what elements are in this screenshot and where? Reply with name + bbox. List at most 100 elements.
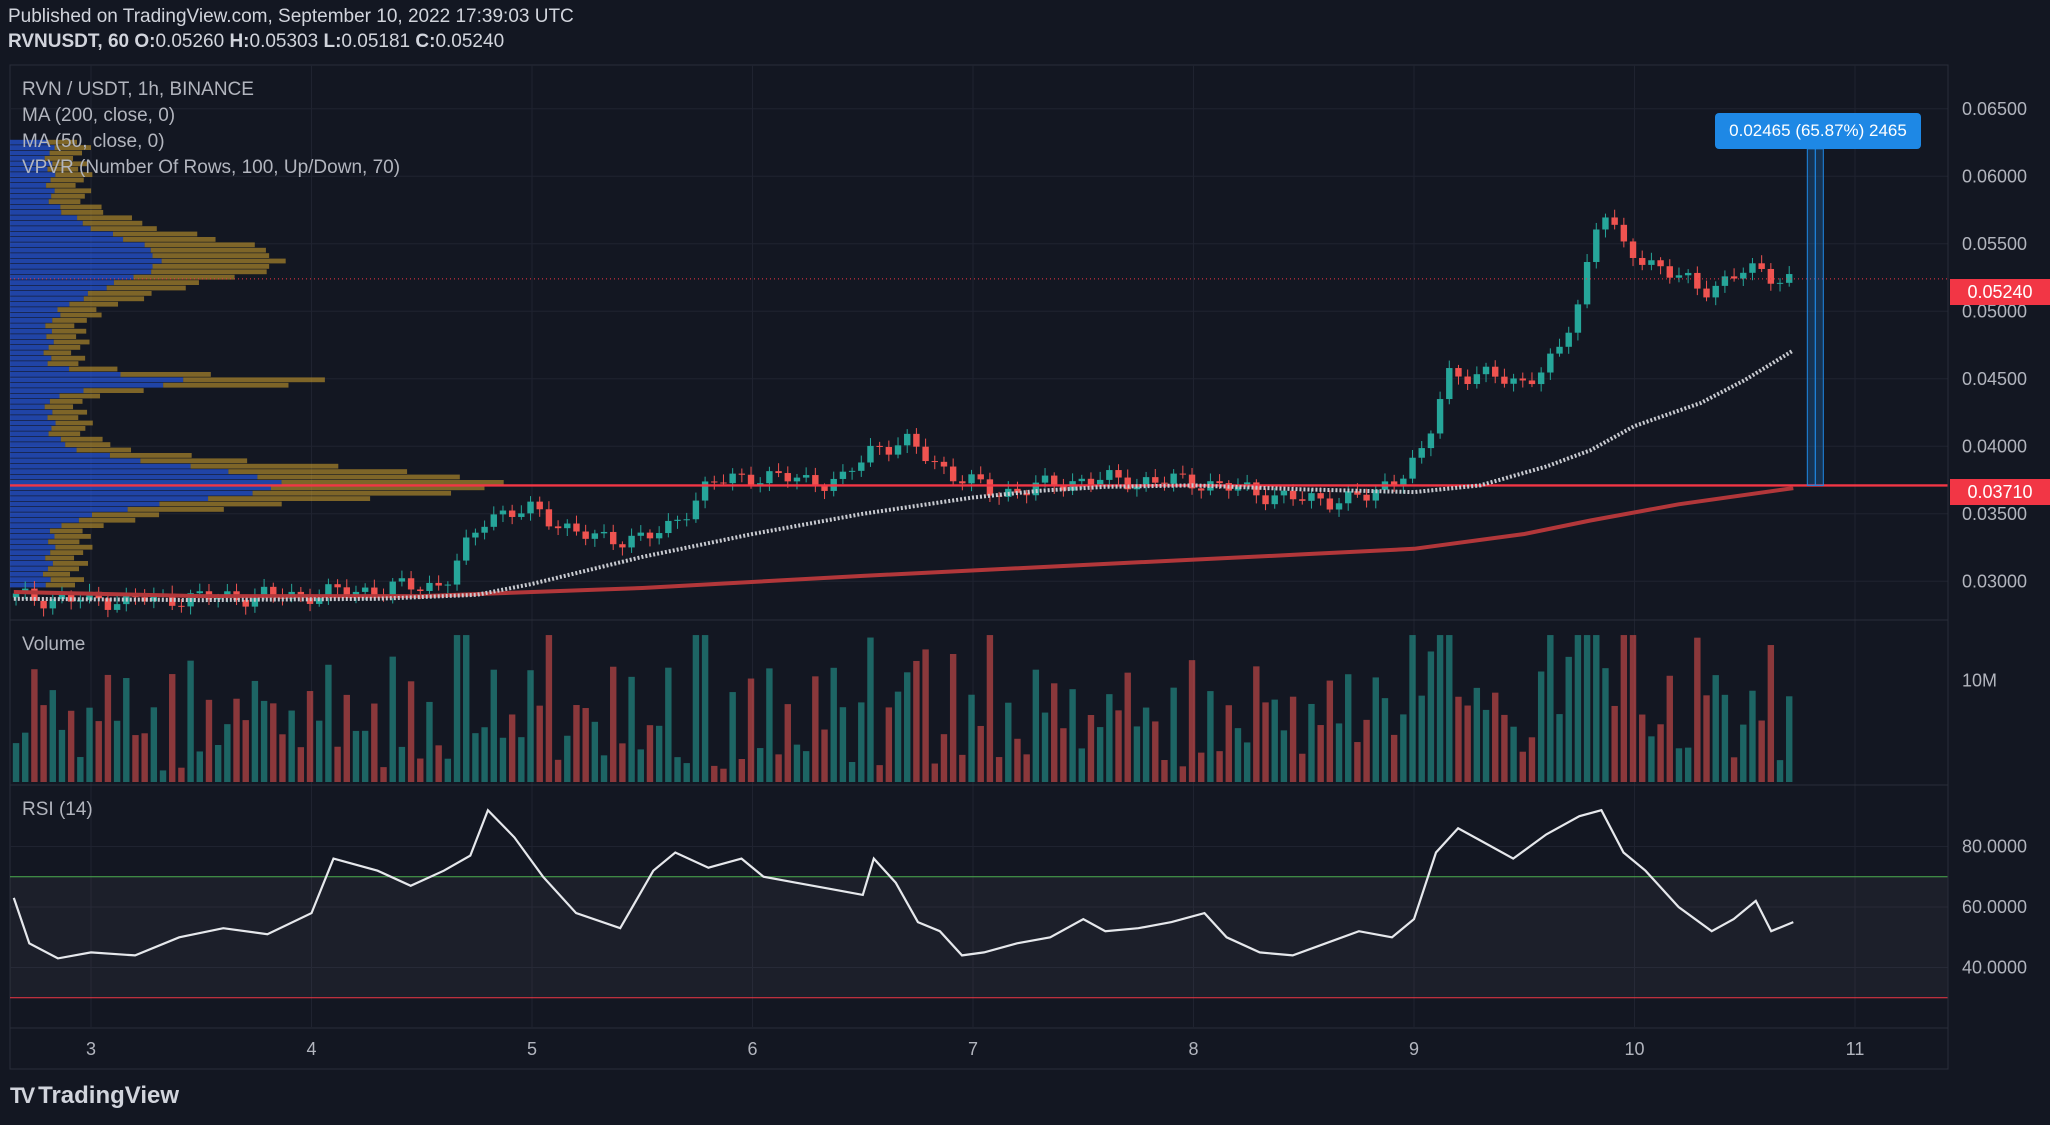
vpvr-row-down — [150, 247, 266, 253]
candle-body — [904, 433, 911, 446]
rsi-line — [12, 808, 1794, 960]
vpvr-row-up — [10, 550, 51, 555]
vpvr-row-up — [10, 561, 53, 566]
volume-bar — [499, 737, 507, 782]
volume-bar — [1253, 666, 1260, 782]
volume-bar — [380, 767, 387, 782]
candle-body — [564, 523, 571, 529]
candle-body — [1629, 241, 1637, 258]
rsi-tick-label: 40.0000 — [1962, 958, 2027, 978]
legend-pair[interactable]: RVN / USDT, 1h, BINANCE — [22, 79, 254, 100]
low-label: L: — [323, 31, 342, 52]
candle-body — [1142, 477, 1150, 485]
vpvr-row-down — [83, 388, 144, 393]
legend-ma200[interactable]: MA (200, close, 0) — [22, 105, 176, 126]
rsi-pane-title[interactable]: RSI (14) — [22, 799, 93, 820]
time-tick-label: 4 — [306, 1039, 316, 1059]
candle-body — [1216, 481, 1223, 484]
volume-bar — [683, 763, 690, 782]
candle-body — [959, 481, 966, 484]
vpvr-row-down — [45, 582, 76, 588]
volume-bars — [12, 635, 1793, 782]
vpvr-row-down — [69, 301, 119, 307]
vpvr-row-down — [87, 291, 152, 296]
volume-bar — [40, 705, 47, 782]
volume-bar — [628, 676, 635, 782]
volume-bar — [1786, 696, 1793, 782]
candle-body — [701, 481, 709, 501]
volume-bar — [1372, 677, 1379, 782]
vpvr-row-up — [10, 210, 62, 215]
volume-bar — [1639, 714, 1646, 782]
published-line: Published on TradingView.com, September … — [8, 6, 574, 27]
vpvr-row-down — [61, 210, 104, 215]
volume-bar — [619, 743, 626, 782]
candle-body — [1023, 492, 1030, 496]
volume-bar — [67, 710, 75, 782]
candle-body — [683, 519, 690, 521]
vpvr-row-down — [133, 274, 235, 280]
vpvr-row-up — [10, 269, 152, 275]
volume-bar — [1096, 727, 1104, 782]
vpvr-row-up — [10, 399, 50, 404]
volume-bar — [1620, 635, 1628, 782]
legend-vpvr[interactable]: VPVR (Number Of Rows, 100, Up/Down, 70) — [22, 157, 401, 178]
candle-body — [1492, 366, 1499, 377]
low-value: 0.05181 — [341, 31, 411, 52]
volume-bar — [1611, 705, 1618, 782]
level-price-tag: 0.03710 — [1950, 479, 2050, 505]
candle-body — [692, 500, 700, 520]
vpvr-row-down — [252, 490, 452, 496]
volume-bar — [288, 710, 295, 782]
volume-bar — [86, 707, 93, 782]
volume-bar — [1684, 747, 1692, 782]
ma50-line — [13, 348, 1795, 603]
volume-bar — [1014, 738, 1021, 782]
volume-bar — [1133, 726, 1141, 782]
time-tick-label: 3 — [86, 1039, 96, 1059]
vpvr-row-down — [55, 544, 93, 550]
vpvr-row-up — [10, 247, 151, 253]
candle-body — [1179, 473, 1187, 475]
vpvr-row-up — [10, 312, 61, 318]
ohlc-line: RVNUSDT, 60 O:0.05260 H:0.05303 L:0.0518… — [8, 31, 504, 53]
volume-bar — [1593, 635, 1600, 782]
volume-bar — [646, 725, 654, 782]
volume-bar — [757, 748, 764, 782]
volume-bar — [830, 667, 837, 782]
volume-bar — [205, 699, 213, 782]
open-label: O: — [134, 31, 156, 52]
measure-label[interactable]: 0.02465 (65.87%) 2465 — [1715, 113, 1921, 149]
vpvr-row-down — [52, 409, 88, 415]
candle-body — [1051, 475, 1058, 486]
vpvr-row-down — [51, 328, 87, 334]
vpvr-row-up — [10, 442, 66, 447]
volume-bar — [885, 707, 893, 782]
candle-body — [610, 531, 617, 545]
volume-bar — [564, 735, 571, 782]
ma200-line — [13, 486, 1794, 599]
volume-bar — [1124, 672, 1131, 782]
candle-body — [1446, 368, 1453, 400]
candle-body — [178, 605, 185, 607]
legend-ma50[interactable]: MA (50, close, 0) — [22, 131, 165, 152]
volume-pane-title[interactable]: Volume — [22, 634, 86, 655]
volume-bar — [1730, 757, 1738, 782]
vpvr-row-down — [77, 215, 132, 221]
candle-body — [169, 593, 176, 606]
candle-body — [1547, 353, 1554, 373]
candle-body — [1198, 488, 1205, 491]
volume-bar — [775, 754, 782, 782]
vpvr-row-up — [10, 512, 92, 518]
volume-bar — [31, 669, 38, 782]
volume-bar — [1446, 635, 1453, 782]
vpvr-row-down — [47, 166, 79, 172]
volume-bar — [1501, 714, 1508, 782]
candle-body — [931, 461, 938, 463]
volume-bar — [1179, 766, 1187, 782]
tradingview-logo[interactable]: TV TradingView — [10, 1082, 179, 1110]
volume-bar — [518, 737, 525, 782]
candle-body — [1611, 217, 1618, 225]
vpvr-row-down — [51, 426, 86, 431]
